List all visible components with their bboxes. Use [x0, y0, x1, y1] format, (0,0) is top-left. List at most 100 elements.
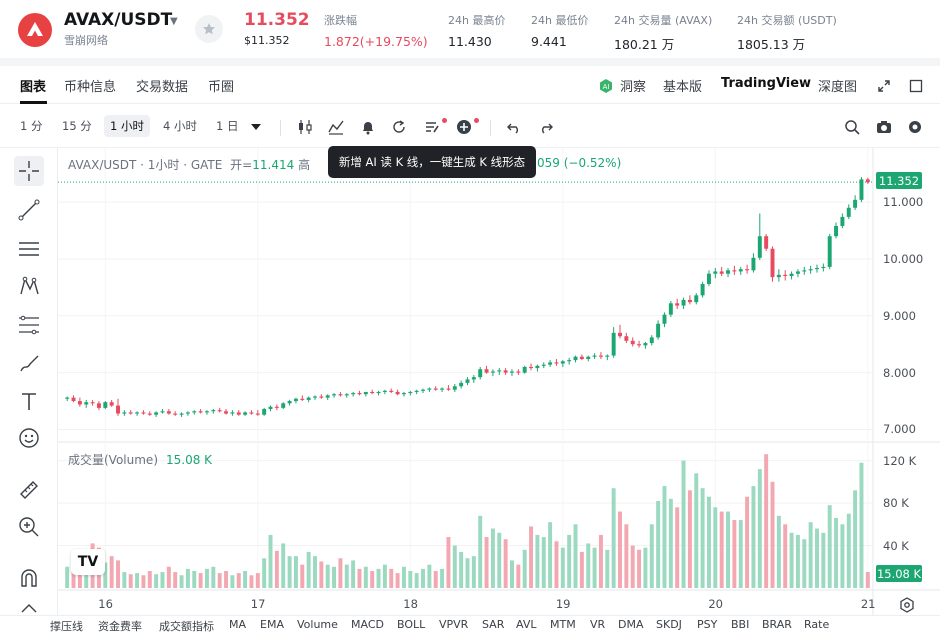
fullscreen-icon[interactable] [876, 78, 892, 94]
candle-body [268, 406, 273, 410]
indicator-item[interactable]: 成交额指标 [159, 620, 214, 633]
candle-body [713, 271, 718, 274]
candle-body [783, 274, 788, 276]
indicator-item[interactable]: Volume [297, 618, 338, 631]
candlestick [713, 268, 718, 279]
indicator-item[interactable]: BOLL [397, 618, 426, 631]
indicator-item[interactable]: 资金费率 [98, 620, 142, 633]
candle-body [319, 396, 324, 398]
tab-coin-info[interactable]: 币种信息 [64, 80, 117, 95]
redo-icon[interactable] [537, 118, 555, 136]
timeframe-1d[interactable]: 1 日 [216, 119, 239, 133]
candlestick [116, 398, 120, 416]
candle-type-icon[interactable] [296, 118, 314, 136]
pair-title[interactable]: AVAX/USDT [64, 10, 173, 30]
tradingview-logo[interactable]: TV [71, 549, 105, 575]
timeframe-1h[interactable]: 1 小时 [104, 115, 150, 137]
replay-icon[interactable] [390, 118, 408, 136]
indicator-item[interactable]: SKDJ [656, 618, 682, 631]
tab-basic[interactable]: 基本版 [663, 80, 703, 95]
tab-insight[interactable]: 洞察 [620, 80, 647, 95]
stat-value: 1805.13 万 [737, 37, 806, 52]
popout-icon[interactable] [908, 78, 924, 94]
volume-bar [255, 573, 260, 588]
volume-bar [471, 556, 476, 588]
candlestick [357, 390, 362, 396]
indicator-item[interactable]: Rate [804, 618, 830, 631]
pair-dropdown-icon[interactable]: ▼ [170, 16, 178, 27]
candlestick [687, 295, 692, 305]
timeframe-4h[interactable]: 4 小时 [163, 119, 197, 133]
volume-bar [687, 490, 692, 588]
tab-tradingview[interactable]: TradingView [721, 76, 812, 91]
indicator-item[interactable]: MACD [351, 618, 384, 631]
fibonacci-icon[interactable] [14, 310, 44, 340]
price-chart[interactable] [58, 148, 940, 618]
volume-bar [789, 532, 794, 588]
candle-body [249, 412, 254, 414]
pattern-icon[interactable] [14, 271, 44, 301]
crosshair-icon[interactable] [14, 156, 44, 186]
indicator-item[interactable]: VR [590, 618, 606, 631]
volume-bar [217, 573, 222, 588]
tab-chart[interactable]: 图表 [20, 80, 47, 95]
search-icon[interactable] [843, 118, 861, 136]
text-tool-icon[interactable] [14, 386, 44, 416]
candle-body [732, 270, 737, 272]
brush-icon[interactable] [14, 348, 44, 378]
zoom-in-icon[interactable] [14, 512, 44, 542]
indicator-item[interactable]: BBI [731, 618, 750, 631]
tab-depth[interactable]: 深度图 [818, 80, 858, 95]
tab-community[interactable]: 币圈 [208, 80, 235, 95]
indicator-item[interactable]: AVL [516, 618, 537, 631]
magnet-icon[interactable] [14, 563, 44, 593]
settings-gear-icon[interactable] [906, 118, 924, 136]
candle-body [122, 412, 127, 414]
candle-body [719, 271, 724, 274]
tab-trade-data[interactable]: 交易数据 [136, 80, 189, 95]
candlestick [363, 391, 368, 397]
candle-body [452, 386, 457, 390]
candle-body [351, 393, 356, 395]
candlestick [351, 391, 356, 397]
new-badge-dot [474, 118, 479, 123]
candle-body [738, 269, 743, 272]
candlestick [656, 320, 661, 340]
candle-body [357, 393, 362, 395]
undo-icon[interactable] [505, 118, 523, 136]
favorite-star-icon[interactable] [195, 15, 223, 43]
indicator-item[interactable]: VPVR [439, 618, 469, 631]
candlestick [262, 407, 267, 416]
horizontal-lines-icon[interactable] [14, 234, 44, 264]
candlestick [675, 298, 680, 309]
lock-drawings-icon[interactable] [14, 594, 44, 624]
indicator-item[interactable]: EMA [260, 618, 284, 631]
candlestick [510, 369, 514, 377]
candle-body [185, 412, 190, 414]
indicator-item[interactable]: MTM [550, 618, 576, 631]
volume-bar [618, 511, 622, 588]
indicator-item[interactable]: BRAR [762, 618, 792, 631]
camera-icon[interactable] [875, 118, 893, 136]
candlestick [795, 269, 800, 278]
candle-body [815, 268, 819, 270]
scale-settings-icon[interactable] [898, 596, 916, 614]
indicator-item[interactable]: PSY [697, 618, 718, 631]
indicators-icon[interactable] [327, 118, 345, 136]
emoji-icon[interactable] [14, 423, 44, 453]
volume-bar [808, 522, 813, 588]
indicator-item[interactable]: MA [229, 618, 247, 631]
timeframe-1m[interactable]: 1 分 [20, 119, 43, 133]
trend-line-icon[interactable] [14, 195, 44, 225]
ai-insight-icon[interactable]: AI [598, 78, 614, 94]
candlestick [452, 384, 457, 392]
indicator-item[interactable]: SAR [482, 618, 505, 631]
ruler-icon[interactable] [14, 475, 44, 505]
timeframe-15m[interactable]: 15 分 [62, 119, 92, 133]
add-icon[interactable] [455, 118, 473, 136]
timeframe-dropdown-icon[interactable] [247, 118, 265, 136]
alert-icon[interactable] [359, 118, 377, 136]
indicator-item[interactable]: DMA [618, 618, 644, 631]
ai-pattern-icon[interactable] [423, 118, 441, 136]
indicator-item[interactable]: 撑压线 [50, 620, 83, 633]
